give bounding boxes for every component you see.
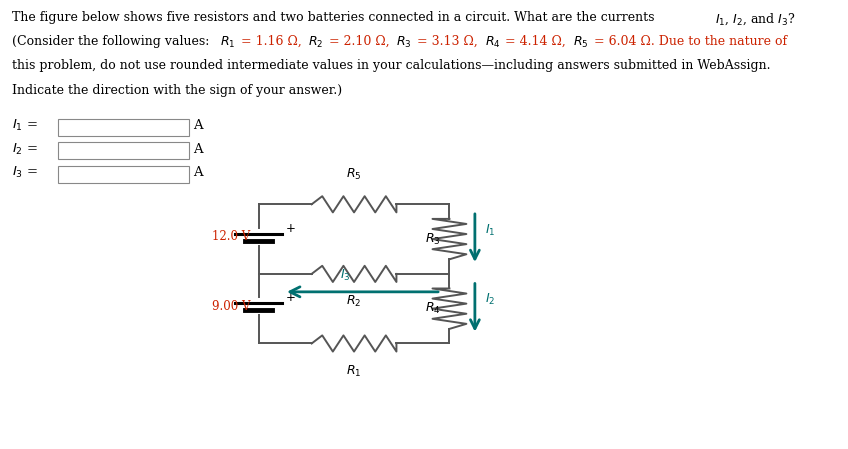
Text: this problem, do not use rounded intermediate values in your calculations—includ: this problem, do not use rounded interme… — [12, 59, 770, 72]
Text: $R_3$: $R_3$ — [396, 35, 412, 50]
Text: $I_3$: $I_3$ — [340, 268, 351, 283]
Text: $R_3$: $R_3$ — [426, 232, 441, 247]
Text: 9.00 V: 9.00 V — [212, 300, 250, 313]
Text: A: A — [193, 143, 203, 155]
Text: 12.0 V: 12.0 V — [212, 230, 250, 243]
Text: $R_1$: $R_1$ — [346, 364, 362, 379]
Text: A: A — [193, 119, 203, 132]
Text: $R_4$: $R_4$ — [426, 301, 441, 316]
Text: +: + — [286, 291, 296, 304]
Text: = 1.16 Ω,: = 1.16 Ω, — [237, 35, 305, 48]
Text: $I_1$ =: $I_1$ = — [12, 118, 38, 133]
Text: $R_1$: $R_1$ — [220, 35, 235, 50]
Text: $I_3$ =: $I_3$ = — [12, 165, 38, 180]
Bar — [58, 119, 189, 136]
Text: = 2.10 Ω,: = 2.10 Ω, — [325, 35, 393, 48]
Text: $I_1$: $I_1$ — [485, 223, 495, 238]
Text: (Consider the following values:: (Consider the following values: — [12, 35, 213, 48]
Text: $R_5$: $R_5$ — [346, 167, 362, 182]
Text: = 4.14 Ω,: = 4.14 Ω, — [501, 35, 570, 48]
Text: +: + — [286, 222, 296, 235]
Text: $I_1$, $I_2$, and $I_3$?: $I_1$, $I_2$, and $I_3$? — [715, 11, 795, 26]
Bar — [58, 142, 189, 159]
Text: $R_5$: $R_5$ — [573, 35, 589, 50]
Text: $R_4$: $R_4$ — [484, 35, 500, 50]
Text: $I_2$ =: $I_2$ = — [12, 141, 38, 157]
Text: = 3.13 Ω,: = 3.13 Ω, — [413, 35, 482, 48]
Text: The figure below shows five resistors and two batteries connected in a circuit. : The figure below shows five resistors an… — [12, 11, 658, 24]
Bar — [58, 166, 189, 183]
Text: $R_2$: $R_2$ — [346, 294, 362, 309]
Text: Indicate the direction with the sign of your answer.): Indicate the direction with the sign of … — [12, 84, 342, 97]
Text: = 6.04 Ω. Due to the nature of: = 6.04 Ω. Due to the nature of — [589, 35, 787, 48]
Text: $I_2$: $I_2$ — [485, 292, 495, 307]
Text: $R_2$: $R_2$ — [308, 35, 323, 50]
Text: A: A — [193, 167, 203, 179]
